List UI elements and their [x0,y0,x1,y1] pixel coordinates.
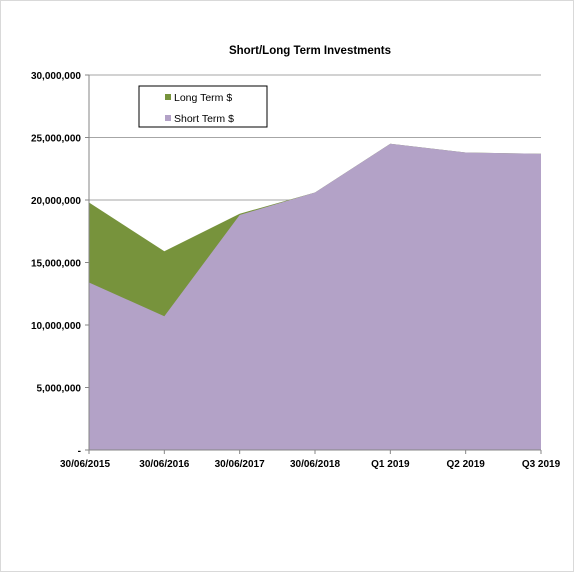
y-tick-label-1: 5,000,000 [37,384,82,395]
x-tick-label-1: 30/06/2016 [139,459,189,470]
x-tick-label-4: Q1 2019 [371,459,410,470]
y-tick-label-4: 20,000,000 [31,196,81,207]
series-areas [89,143,541,450]
y-tick-label-2: 10,000,000 [31,321,81,332]
x-tick-label-2: 30/06/2017 [215,459,265,470]
x-tick-label-5: Q2 2019 [446,459,485,470]
legend-swatch-long-term [165,94,171,100]
x-tick-labels: 30/06/2015 30/06/2016 30/06/2017 30/06/2018… [60,459,561,470]
area-series-1 [89,143,541,450]
legend-box [138,85,268,128]
legend-label-long-term: Long Term $ [174,92,232,104]
y-tick-label-0: - [78,446,81,457]
y-tick-labels: - 5,000,000 10,000,000 15,000,000 20,000,000… [31,71,81,457]
axes [85,74,542,454]
y-tick-label-5: 25,000,000 [31,134,81,145]
chart-title: Short/Long Term Investments [229,45,391,57]
x-tick-label-6: Q3 2019 [522,459,561,470]
y-tick-label-3: 15,000,000 [31,259,81,270]
legend-swatch-short-term [165,115,171,121]
x-tick-label-3: 30/06/2018 [290,459,340,470]
y-tick-label-6: 30,000,000 [31,71,81,82]
legend-label-short-term: Short Term $ [174,113,234,125]
x-tick-label-0: 30/06/2015 [60,459,110,470]
legend: Long Term $ Short Term $ [138,85,268,128]
